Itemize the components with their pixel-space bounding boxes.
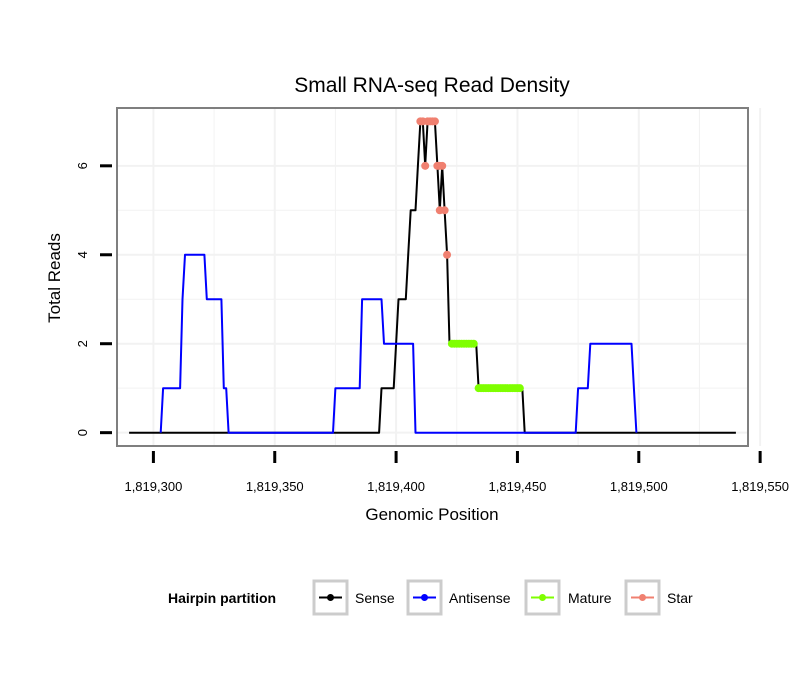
series-line-sense xyxy=(129,120,736,434)
data-point-star xyxy=(440,206,449,215)
x-tick-label: 1,819,300 xyxy=(124,479,182,494)
y-tick-label: 0 xyxy=(75,429,90,436)
y-tick-label: 4 xyxy=(75,251,90,258)
legend: Hairpin partition Sense Antisense Mature Sta… xyxy=(168,579,693,616)
y-tick-label: 2 xyxy=(75,340,90,347)
data-point-star xyxy=(430,117,439,126)
data-point-mature xyxy=(469,339,478,348)
x-axis-title: Genomic Position xyxy=(365,505,498,524)
panel-border xyxy=(116,107,749,447)
y-tick-label: 6 xyxy=(75,162,90,169)
legend-label-star: Star xyxy=(667,590,693,606)
legend-title: Hairpin partition xyxy=(168,590,276,606)
legend-label-antisense: Antisense xyxy=(449,590,511,606)
data-point-star xyxy=(438,161,447,170)
legend-point-antisense xyxy=(421,594,428,601)
x-tick-label: 1,819,450 xyxy=(489,479,547,494)
data-point-star xyxy=(421,161,430,170)
series-line-antisense xyxy=(159,253,638,434)
data-point-mature xyxy=(515,384,524,393)
axis-ticks: 1,819,300 1,819,350 1,819,400 1,819,450 1,81… xyxy=(75,162,789,494)
y-axis-title: Total Reads xyxy=(45,233,64,323)
x-tick-label: 1,819,400 xyxy=(367,479,425,494)
legend-point-star xyxy=(639,594,646,601)
x-tick-label: 1,819,350 xyxy=(246,479,304,494)
grid xyxy=(117,108,762,446)
legend-point-mature xyxy=(539,594,546,601)
legend-label-mature: Mature xyxy=(568,590,612,606)
chart-title: Small RNA-seq Read Density xyxy=(294,74,570,97)
data-point-star xyxy=(443,250,452,259)
x-tick-label: 1,819,550 xyxy=(731,479,789,494)
series-layer xyxy=(129,117,736,434)
legend-label-sense: Sense xyxy=(355,590,395,606)
x-tick-label: 1,819,500 xyxy=(610,479,668,494)
legend-point-sense xyxy=(327,594,334,601)
